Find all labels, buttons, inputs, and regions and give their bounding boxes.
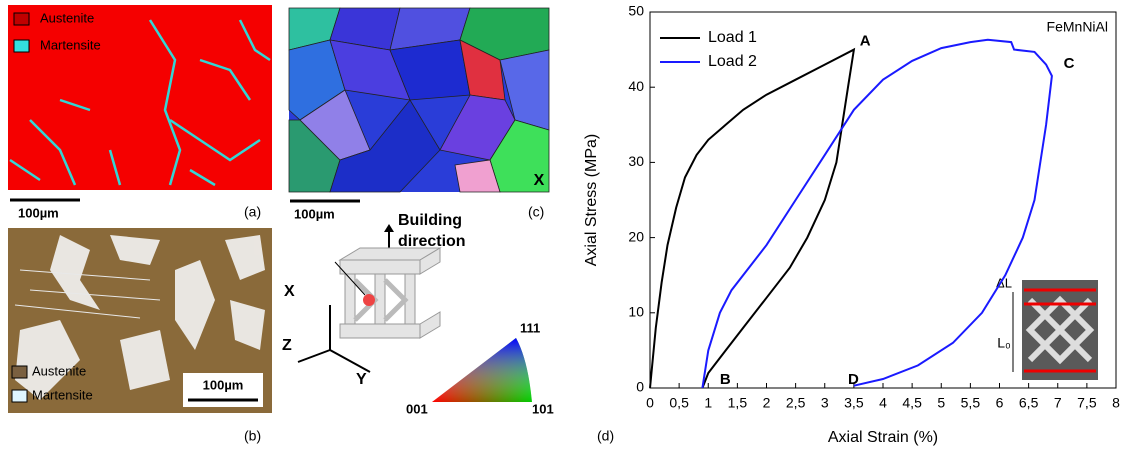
ipf-corner: 001 [406,401,428,416]
x-tick-label: 2,5 [786,395,806,411]
x-tick-label: 5 [937,395,945,411]
legend-swatch [13,12,30,26]
ipf-corner: 101 [532,401,554,416]
legend-label: Austenite [40,10,94,25]
panel-label: (b) [244,428,261,444]
y-tick-label: 50 [628,3,644,19]
x-tick-label: 5,5 [961,395,981,411]
x-tick-label: 4 [879,395,887,411]
y-axis-label: Axial Stress (MPa) [583,134,600,266]
axes [297,305,371,373]
pointer [334,261,366,296]
panel-c: X 100µm (c) [288,7,550,221]
legend-label: Austenite [32,363,86,378]
panel-label: (c) [528,204,544,220]
y-tick-label: 10 [628,304,644,320]
axis-label: X [284,283,295,300]
legend-label: Martensite [40,37,101,52]
x-tick-label: 4,5 [902,395,922,411]
x-tick-label: 6,5 [1019,395,1039,411]
arrow-head [384,224,394,232]
legend-swatch [13,39,30,53]
building-direction: Building [398,212,462,229]
panel-b: Austenite Martensite 100µm (b) [8,228,272,444]
y-tick-label: 0 [636,379,644,395]
series-line [649,47,856,389]
panel-label: (a) [244,204,261,220]
y-tick-label: 40 [628,78,644,94]
axis-label: Y [356,371,367,388]
lattice [338,247,442,339]
x-tick-label: 3 [821,395,829,411]
point-label: C [1064,55,1075,72]
x-axis-label: Axial Strain (%) [828,429,938,446]
micrograph [8,5,272,190]
point-label: D [848,371,859,388]
chart: 0 10 20 30 40 50 0 0,5 1 1,5 2 2,5 3 3,5 4 4,5 5 5,5 6 6,5 7… [583,3,1120,447]
x-tick-label: 6 [996,395,1004,411]
x-tick-label: 7 [1054,395,1062,411]
point-label: A [860,33,871,50]
martensite-lines [14,269,161,319]
legend-label: Load 2 [708,53,757,70]
grains [288,7,550,193]
point-label: B [720,371,731,388]
martensite-texture [15,235,265,400]
scale-bar-label: 100µm [18,205,59,220]
inset-label: ΔL [996,275,1012,290]
schematic: Building direction X Y Z 111 001 101 [282,212,554,416]
scale-bar-label: 100µm [294,206,335,221]
x-tick-label: 0,5 [669,395,689,411]
legend-label: Load 1 [708,29,757,46]
series-line [701,38,1053,389]
ipf-triangle-overlay [432,338,532,402]
ipf-corner: 111 [520,320,540,335]
panel-label: (d) [597,428,614,444]
panel-a: Austenite Martensite 100µm (a) [8,5,272,220]
axis-label: X [534,172,545,189]
x-tick-label: 8 [1112,395,1120,411]
martensite-texture [9,19,271,187]
scale-bar-label: 100µm [203,377,244,392]
x-tick-label: 3,5 [844,395,864,411]
x-tick-label: 2 [763,395,771,411]
inset: ΔL L₀ [996,275,1098,380]
legend-swatch [11,389,28,403]
inset-lattice [1025,295,1095,365]
plot-frame [649,11,1117,389]
x-tick-label: 1,5 [728,395,748,411]
sample-spot [363,294,375,306]
inset-label: L₀ [997,335,1011,351]
legend-label: Martensite [32,387,93,402]
x-tick-label: 7,5 [1077,395,1097,411]
x-tick-label: 1 [704,395,712,411]
building-direction: direction [398,233,466,250]
y-tick-label: 30 [628,153,644,169]
x-tick-label: 0 [646,395,654,411]
annotation: FeMnNiAl [1047,19,1108,35]
axis-label: Z [282,337,292,354]
legend-swatch [11,365,28,379]
y-tick-label: 20 [628,228,644,244]
